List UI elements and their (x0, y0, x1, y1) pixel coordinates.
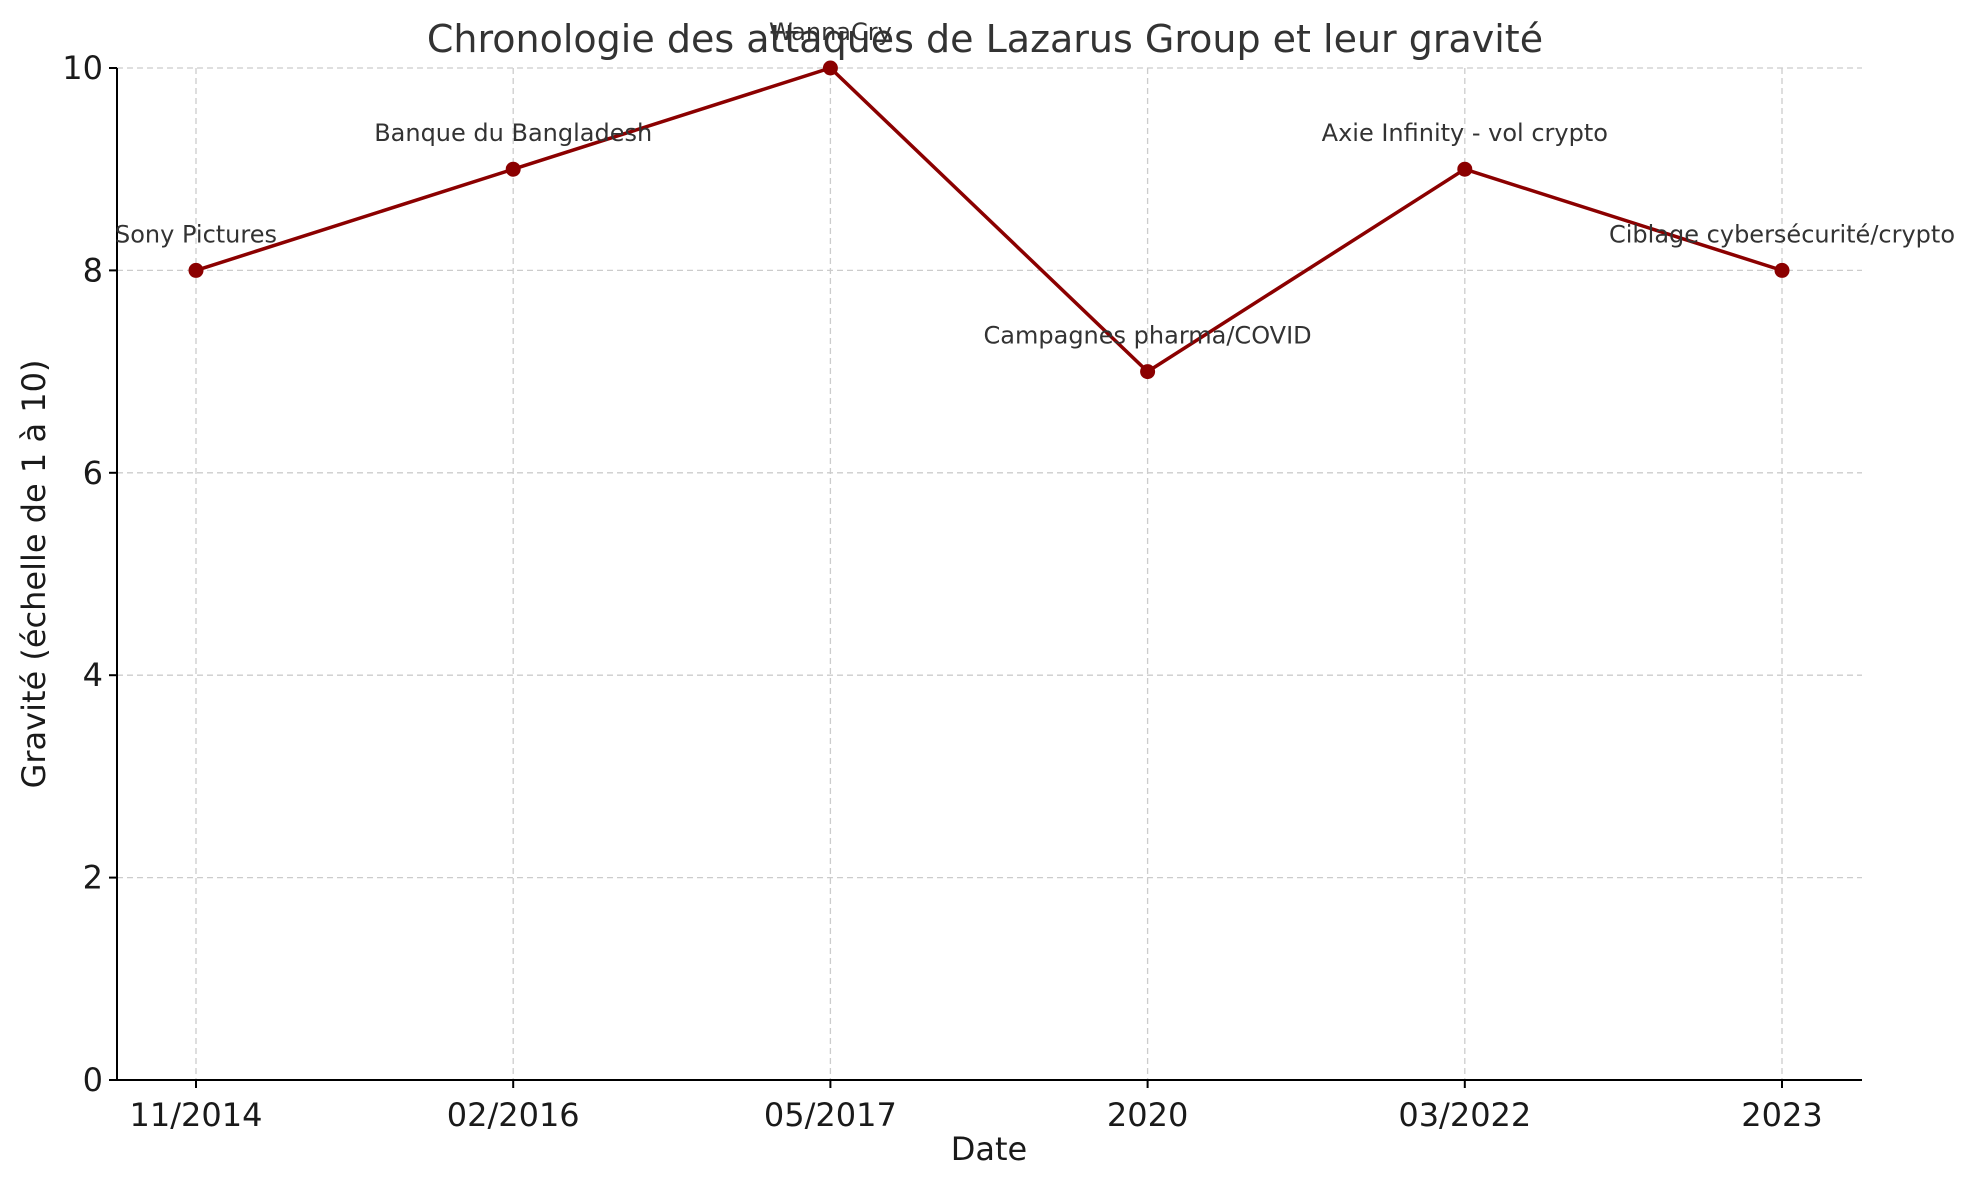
series-line (195, 66, 1783, 374)
x-tick-label: 02/2016 (447, 1096, 580, 1134)
x-axis-label: Date (951, 1130, 1027, 1168)
point-annotation: Banque du Bangladesh (374, 119, 652, 147)
data-point (822, 60, 838, 76)
chart-title: Chronologie des attaques de Lazarus Grou… (427, 17, 1543, 61)
ticks: 0 2 4 6 8 10 11/2014 02/2016 05/2017 2020 03/2022 2… (62, 49, 1822, 1134)
axes (116, 68, 1862, 1081)
y-axis-label: Gravité (échelle de 1 à 10) (15, 360, 53, 789)
point-annotation: WannaCry (769, 18, 892, 46)
annotations: Sony Pictures Banque du Bangladesh WannaCr… (115, 18, 1955, 350)
data-point (1774, 262, 1790, 278)
x-tick-label: 11/2014 (130, 1096, 263, 1134)
point-annotation: Sony Pictures (115, 220, 277, 248)
point-annotation: Axie Infinity - vol crypto (1322, 119, 1608, 147)
data-point (1457, 161, 1473, 177)
y-tick-label: 2 (83, 859, 103, 897)
point-annotation: Ciblage cybersécurité/crypto (1609, 220, 1955, 248)
x-tick-label: 03/2022 (1398, 1096, 1531, 1134)
data-point (188, 262, 204, 278)
series (188, 60, 1790, 380)
x-tick-label: 2023 (1741, 1096, 1822, 1134)
y-tick-label: 0 (83, 1061, 103, 1099)
y-tick-label: 4 (83, 656, 103, 694)
point-annotation: Campagnes pharma/COVID (984, 322, 1312, 350)
y-tick-label: 8 (83, 251, 103, 289)
data-point (505, 161, 521, 177)
y-tick-label: 10 (62, 49, 103, 87)
x-tick-label: 05/2017 (764, 1096, 897, 1134)
grid (117, 67, 1862, 1080)
x-tick-label: 2020 (1107, 1096, 1188, 1134)
y-tick-label: 6 (83, 454, 103, 492)
data-point (1140, 364, 1156, 380)
